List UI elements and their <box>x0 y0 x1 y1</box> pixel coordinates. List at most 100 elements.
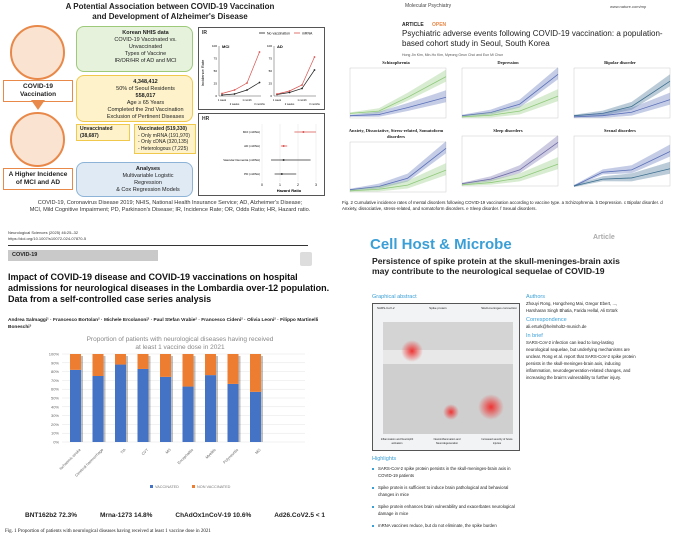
y-tick-label: 0 <box>215 94 217 98</box>
confidence-band <box>462 157 558 186</box>
series-line <box>573 80 671 117</box>
y-tick-label: 30% <box>51 413 59 418</box>
hr-point <box>282 159 285 161</box>
x-tick-label: 2 weeks <box>285 102 295 106</box>
hr-chart: 0 1 2 3 MCI (mRNA) AD (mRNA) Vascular Dementia… <box>223 124 317 193</box>
panel-chart <box>461 135 559 187</box>
higher-incidence-label: A Higher Incidence of MCI and AD <box>3 168 73 190</box>
y-tick-label: 75 <box>214 57 218 61</box>
y-tick-label: 100 <box>267 44 272 48</box>
bar-vaccinated <box>250 391 261 442</box>
infographic-title: A Potential Association between COVID-19… <box>65 2 275 21</box>
row-label: AD (mRNA) <box>244 144 260 148</box>
data-point <box>313 56 316 58</box>
plot-frame <box>349 67 447 119</box>
abbreviations: COVID-19, Coronavirus Disease 2019; NHIS… <box>29 200 311 213</box>
confidence-band <box>574 144 670 187</box>
vaccinated-box: Vaccinated (519,330) - Only mRNA (191,97… <box>134 124 196 154</box>
journal-url: www.nature.com/mp <box>610 4 647 9</box>
bar-vaccinated <box>160 376 171 442</box>
y-tick-label: 100% <box>49 352 60 357</box>
bar-non-vaccinated <box>115 354 126 365</box>
x-tick-label: Encephalitis <box>177 448 194 465</box>
panel-title: Depression <box>497 60 519 65</box>
panel-title: Anxiety, Dissociative, Stress-related, S… <box>348 128 444 139</box>
y-tick-label: 50 <box>214 69 218 73</box>
bar-shadow <box>238 356 241 442</box>
spike-hotspot <box>443 404 459 420</box>
hr-point <box>282 145 285 147</box>
journal-name: Molecular Psychiatry <box>405 3 452 9</box>
panel-chart <box>349 141 447 193</box>
article-type: Article <box>593 234 615 241</box>
bar-non-vaccinated <box>182 354 194 387</box>
spike-hotspot <box>401 340 423 362</box>
x-tick-label: 1 <box>279 183 281 187</box>
ir-chart: No vaccination mRNA Incidence Rate MCI 0 25 50… <box>200 32 321 107</box>
bar-shadow <box>261 356 263 442</box>
legend-label: VACCINATED <box>155 485 179 489</box>
hr-point <box>280 173 283 175</box>
x-tick-label: 1 month <box>242 98 252 102</box>
article-label: ARTICLE <box>402 22 424 28</box>
bar-non-vaccinated <box>160 354 171 377</box>
series-line <box>221 82 260 96</box>
incidence-panel: Depression <box>454 60 562 127</box>
confidence-band <box>574 161 670 187</box>
x-tick-label: Ischaemic stroke <box>59 448 82 471</box>
series-line <box>349 76 447 114</box>
data-point <box>288 90 291 92</box>
x-tick-label: 2 <box>297 183 299 187</box>
data-point <box>276 93 278 95</box>
confidence-band <box>350 90 446 117</box>
highlight-item: Spike protein enhances brain vulnerabili… <box>372 503 522 517</box>
legend-swatch <box>150 485 153 488</box>
data-point <box>221 94 223 96</box>
unvaccinated-count: Unvaccinated (38,687) <box>76 124 130 141</box>
y-tick-label: 10% <box>51 431 59 436</box>
x-tick-label: 0 <box>261 183 263 187</box>
vaccine-shares: BNT162b2 72.3% Mrna-1273 14.8% ChAdOx1nC… <box>25 512 325 519</box>
panel-chart <box>573 135 671 187</box>
data-point <box>258 51 261 53</box>
bar-shadow <box>81 356 83 442</box>
check-updates-icon[interactable] <box>300 252 312 266</box>
data-point <box>233 89 236 91</box>
paper-title: Persistence of spike protein at the skul… <box>372 256 620 276</box>
hr-point <box>302 131 305 133</box>
bar-shadow <box>171 356 173 442</box>
bar-vaccinated <box>92 376 104 442</box>
paper-title: Impact of COVID-19 disease and COVID-19 … <box>8 272 330 304</box>
series-line <box>461 163 559 186</box>
hr-panel: HR 0 1 2 3 MCI (mRNA) AD (mRNA) Vascular Demen… <box>198 113 325 196</box>
y-tick-label: 50% <box>51 396 59 401</box>
highlight-item: Spike protein is sufficient to induce br… <box>372 484 522 498</box>
series-line <box>276 56 315 95</box>
x-tick-label: 3 months <box>309 102 320 106</box>
category-bar: COVID-19 <box>8 250 158 261</box>
bar-vaccinated <box>137 368 149 442</box>
y-tick-label: 0 <box>270 94 272 98</box>
row-label: MCI (mRNA) <box>243 130 260 134</box>
panel-title: Sexual disorders <box>604 128 636 133</box>
graphical-abstract: SARS-CoV-2 Spike protein Skull-meninges co… <box>372 303 520 451</box>
bar-shadow <box>193 356 196 442</box>
confidence-band <box>574 92 670 118</box>
series-line <box>349 96 447 117</box>
legend-swatch <box>192 485 195 488</box>
ir-panel: IR No vaccination mRNA Incidence Rate MCI 0 2… <box>198 27 325 110</box>
legend-label: No vaccination <box>267 32 290 36</box>
chart-title-line: Proportion of patients with neurological… <box>87 336 274 343</box>
y-tick-label: 50 <box>269 69 273 73</box>
x-tick-label: 1 week <box>273 98 282 102</box>
correspondence-email[interactable]: ali.erturk@helmholtz-munich.de <box>526 324 587 329</box>
y-tick-label: 0% <box>53 440 59 445</box>
brain-head-icon <box>10 112 65 167</box>
population-box: 4,348,412 50% of Seoul Residents 558,017… <box>76 75 193 122</box>
y-axis-label: Incidence Rate <box>200 59 205 86</box>
bar-vaccinated <box>227 383 239 442</box>
panel-chart <box>349 67 447 119</box>
panel-title: MCI <box>222 44 229 49</box>
confidence-band <box>574 74 670 117</box>
x-axis-label: Hazard Ratio <box>277 188 302 193</box>
